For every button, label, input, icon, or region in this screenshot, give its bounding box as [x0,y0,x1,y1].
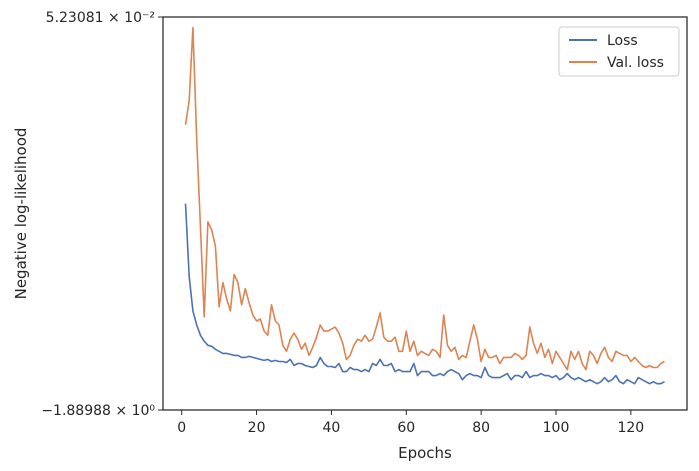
legend-label-loss: Loss [607,33,638,49]
x-tick-label: 100 [543,420,570,436]
legend: Loss Val. loss [558,26,680,77]
legend-label-val-loss: Val. loss [607,55,664,71]
y-tick-label-bottom: −1.88988 × 10⁰ [41,403,155,419]
x-tick-label: 20 [248,420,266,436]
x-tick-label: 80 [472,420,490,436]
y-tick-label-top: 5.23081 × 10⁻² [46,10,155,26]
axes-frame [162,16,688,411]
series-line-val-loss [184,26,665,371]
series-layer [184,26,665,385]
series-line-loss [184,203,665,385]
ticks-layer: 0 20 40 60 80 100 120 [158,16,644,436]
x-axis-label: Epochs [398,444,452,462]
y-axis-label: Negative log-likelihood [12,128,30,300]
x-tick-label: 120 [617,420,644,436]
x-tick-label: 60 [397,420,415,436]
x-tick-label: 0 [177,420,186,436]
x-tick-label: 40 [323,420,341,436]
